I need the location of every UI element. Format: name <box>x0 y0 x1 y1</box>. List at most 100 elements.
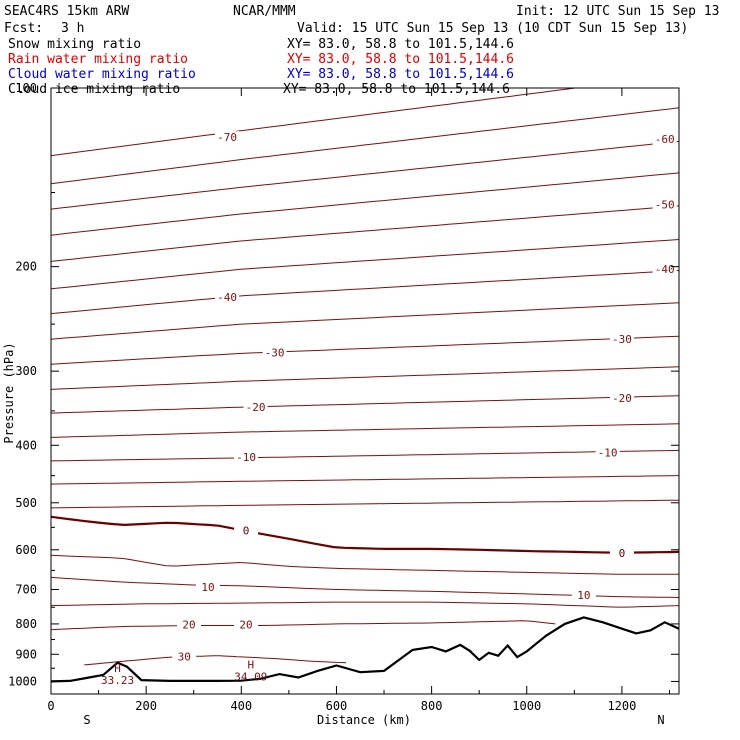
isotherm-label: -20 <box>246 401 266 414</box>
fcst-label: Fcst: <box>4 21 43 36</box>
isotherm-label-bg <box>609 546 634 559</box>
plot-frame <box>50 87 680 695</box>
isotherm-label-bg <box>609 392 634 405</box>
fcst-value: 3 h <box>61 21 84 36</box>
y-tick-label: 700 <box>15 583 37 597</box>
field-name-cloud-water: Cloud water mixing ratio <box>8 67 196 82</box>
y-tick-label: 800 <box>15 617 37 631</box>
y-tick-label: 600 <box>15 543 37 557</box>
isotherm-label: 0 <box>243 525 250 538</box>
y-tick-label: 1000 <box>8 674 37 688</box>
isotherm-label-bg <box>571 588 596 601</box>
isotherm-contours: -70 -60 -50 -40 -40 -30 -30 -20 -20 -10 -10 0 0 10 10 2… <box>51 88 679 666</box>
init-time: Init: 12 UTC Sun 15 Sep 13 <box>516 4 720 19</box>
field-name-snow: Snow mixing ratio <box>8 37 141 52</box>
isotherm-line-15 <box>51 515 679 554</box>
isotherm-label-bg <box>262 346 287 359</box>
y-tick-label: 300 <box>15 364 37 378</box>
isotherm-label: 20 <box>182 619 195 632</box>
high-marker-label: H <box>248 658 255 671</box>
isotherm-line-20 <box>84 655 347 666</box>
y-tick-label: 900 <box>15 647 37 661</box>
isotherm-label: -40 <box>217 291 237 304</box>
isotherm-label: -10 <box>236 451 256 464</box>
isotherm-line-13 <box>51 475 679 485</box>
isotherm-line-5 <box>51 239 679 290</box>
isotherm-label-bg <box>652 133 677 146</box>
isotherm-label-bg <box>652 263 677 276</box>
isotherm-label-bg <box>243 401 268 414</box>
isotherm-line-4 <box>51 205 679 262</box>
valid-time: Valid: 15 UTC Sun 15 Sep 13 (10 CDT Sun … <box>297 21 688 36</box>
y-tick-label: 400 <box>15 438 37 452</box>
isotherm-label: -20 <box>612 392 632 405</box>
terrain-layer <box>51 616 679 683</box>
isotherm-line-12 <box>51 449 679 462</box>
high-marker-value: 34.09 <box>234 670 267 683</box>
isotherm-line-7 <box>51 302 679 340</box>
isotherm-label-bg <box>652 198 677 211</box>
x-tick-label: 200 <box>135 699 157 713</box>
y-tick-label: 500 <box>15 496 37 510</box>
field-xy-rain: XY= 83.0, 58.8 to 101.5,144.6 <box>287 52 514 67</box>
x-end-label-right: N <box>657 713 664 727</box>
isotherm-label: 10 <box>577 589 590 602</box>
x-tick-label: 1200 <box>607 699 636 713</box>
isotherm-label: 0 <box>619 547 626 560</box>
y-tick-label: 100 <box>15 81 37 95</box>
isotherm-line-2 <box>51 140 679 210</box>
x-tick-label: 600 <box>326 699 348 713</box>
isotherm-label: -30 <box>265 346 285 359</box>
isotherm-label-bg <box>215 290 240 303</box>
isotherm-label: -10 <box>598 446 618 459</box>
x-tick-label: 1000 <box>512 699 541 713</box>
x-tick-label: 0 <box>47 699 54 713</box>
high-marker-label: H <box>114 662 121 675</box>
x-axis-label: Distance (km) <box>317 713 411 727</box>
isotherm-label: -50 <box>655 198 675 211</box>
isotherm-label-bg <box>215 131 240 144</box>
isotherm-label-bg <box>609 333 634 346</box>
isotherm-line-11 <box>51 423 679 438</box>
x-tick-label: 800 <box>421 699 443 713</box>
field-xy-snow: XY= 83.0, 58.8 to 101.5,144.6 <box>287 37 514 52</box>
isotherm-line-18 <box>51 601 679 608</box>
isotherm-line-16 <box>51 554 679 575</box>
isotherm-label-bg <box>196 580 220 593</box>
model-title: SEAC4RS 15km ARW <box>4 4 129 19</box>
isotherm-label: 30 <box>178 650 191 663</box>
isotherm-label-bg <box>234 618 259 631</box>
field-xy-cloud-water: XY= 83.0, 58.8 to 101.5,144.6 <box>287 67 514 82</box>
isotherm-label-bg <box>176 618 201 631</box>
isotherm-label-bg <box>234 524 259 537</box>
isotherm-label: -40 <box>655 263 675 276</box>
axes: 0 200 400 600 800 1000 12001002003004005006007… <box>8 81 679 713</box>
isotherm-line-19 <box>51 620 556 631</box>
terrain-line <box>51 616 679 683</box>
field-name-rain: Rain water mixing ratio <box>8 52 188 67</box>
isotherm-label-bg <box>234 451 259 464</box>
field-xy-cloud-ice: XY= 83.0, 58.8 to 101.5,144.6 <box>283 82 510 97</box>
isotherm-label-bg <box>595 446 620 459</box>
isotherm-line-10 <box>51 395 679 414</box>
isotherm-line-3 <box>51 172 679 236</box>
isotherm-line-14 <box>51 499 679 509</box>
isotherm-label: 20 <box>239 619 252 632</box>
org-title: NCAR/MMM <box>233 4 296 19</box>
isotherm-line-6 <box>51 270 679 315</box>
x-tick-label: 400 <box>230 699 252 713</box>
x-end-label-left: S <box>83 713 90 727</box>
y-tick-label: 200 <box>15 260 37 274</box>
isotherm-line-9 <box>51 366 679 390</box>
isotherm-line-1 <box>51 107 679 185</box>
y-axis-label: Pressure (hPa) <box>2 342 16 443</box>
isotherm-label-bg <box>172 650 197 663</box>
isotherm-line-8 <box>51 335 679 365</box>
isotherm-label: -30 <box>612 333 632 346</box>
isotherm-label: -70 <box>217 131 237 144</box>
isotherm-label: -60 <box>655 133 675 146</box>
isotherm-label: 10 <box>201 581 214 594</box>
high-marker-value: 33.23 <box>101 674 134 687</box>
